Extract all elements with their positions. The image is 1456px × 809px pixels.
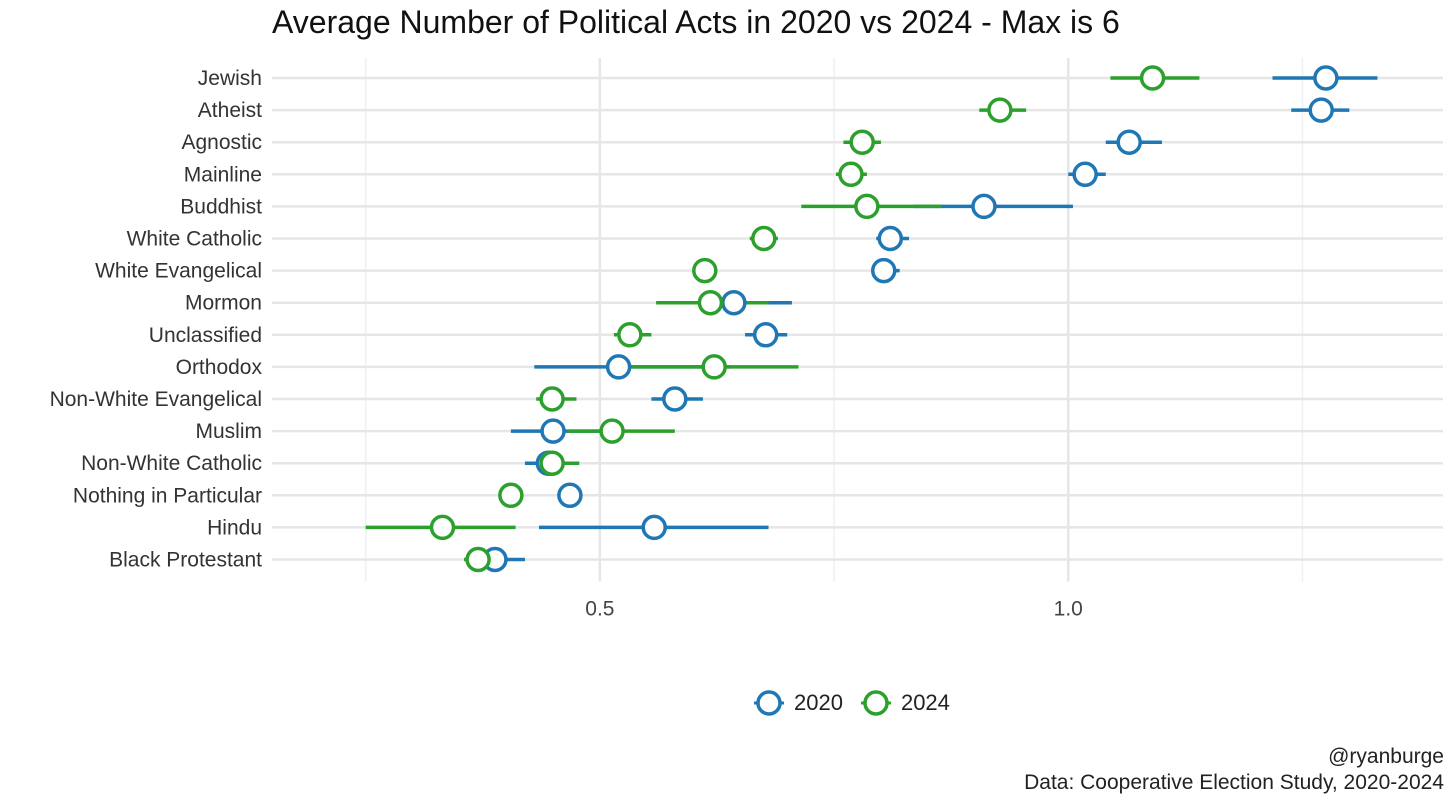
y-tick-label: Hindu — [207, 516, 262, 539]
point-2020 — [971, 193, 997, 220]
x-tick-label: 0.5 — [585, 598, 614, 621]
caption: @ryanburge Data: Cooperative Election St… — [1024, 744, 1444, 796]
point-2024 — [539, 450, 565, 476]
y-tick-label: White Catholic — [127, 228, 262, 251]
point-2020 — [1116, 129, 1142, 155]
point-2024 — [1139, 65, 1166, 91]
point-2024 — [539, 386, 565, 412]
point-2024 — [751, 225, 777, 252]
point-2024 — [854, 193, 880, 220]
point-2024 — [692, 257, 718, 284]
caption-author: @ryanburge — [1328, 745, 1444, 768]
point-2020 — [662, 386, 688, 412]
chart-title: Average Number of Political Acts in 2020… — [272, 4, 1120, 40]
dot-range-plot: Jewish Atheist Agnostic Mainline Buddhist Whi… — [50, 58, 1443, 621]
point-2020 — [557, 482, 583, 509]
y-tick-label: Agnostic — [181, 131, 262, 154]
point-2020 — [1308, 97, 1334, 123]
point-2024 — [849, 129, 875, 155]
legend-item-2020: 2020 — [752, 686, 843, 720]
caption-source: Data: Cooperative Election Study, 2020-2… — [1024, 771, 1444, 794]
y-tick-label: Atheist — [198, 99, 262, 122]
point-2024 — [701, 354, 727, 380]
point-2020 — [752, 322, 779, 348]
y-tick-label: White Evangelical — [95, 260, 262, 283]
legend-key-2020 — [754, 690, 784, 716]
y-axis-labels: Jewish Atheist Agnostic Mainline Buddhist Whi… — [50, 67, 263, 572]
legend-label-2020: 2020 — [794, 690, 843, 715]
y-tick-label: Jewish — [198, 67, 262, 90]
x-axis-labels: 0.5 1.0 — [585, 598, 1083, 621]
y-tick-label: Mormon — [185, 292, 262, 315]
point-2020 — [877, 225, 904, 252]
legend-key-2024 — [860, 690, 891, 716]
legend-label-2024: 2024 — [900, 690, 950, 715]
point-2020 — [605, 354, 632, 380]
y-tick-label: Black Protestant — [109, 549, 262, 572]
point-2024 — [498, 482, 524, 509]
y-tick-label: Muslim — [196, 420, 263, 443]
y-tick-label: Non-White Catholic — [81, 452, 262, 475]
point-2020 — [721, 289, 747, 316]
y-tick-label: Unclassified — [149, 324, 262, 347]
point-2024 — [697, 289, 724, 316]
y-tick-label: Nothing in Particular — [73, 484, 262, 507]
point-2024 — [617, 322, 643, 348]
point-2024 — [465, 546, 491, 573]
point-2024 — [987, 97, 1013, 123]
point-2020 — [641, 514, 667, 541]
point-2024 — [838, 161, 864, 188]
point-2020 — [870, 257, 897, 284]
y-tick-label: Non-White Evangelical — [50, 388, 262, 411]
y-tick-label: Buddhist — [180, 195, 262, 218]
y-tick-label: Orthodox — [176, 356, 263, 379]
point-2020 — [540, 418, 566, 444]
legend-item-2024: 2024 — [859, 686, 950, 720]
point-2024 — [429, 514, 456, 541]
data-points — [429, 65, 1339, 573]
x-tick-label: 1.0 — [1054, 598, 1083, 621]
point-2024 — [599, 418, 625, 444]
point-2020 — [1313, 65, 1339, 91]
point-2020 — [1072, 161, 1098, 188]
y-tick-label: Mainline — [184, 163, 262, 186]
legend: 2020 2024 — [752, 686, 966, 720]
